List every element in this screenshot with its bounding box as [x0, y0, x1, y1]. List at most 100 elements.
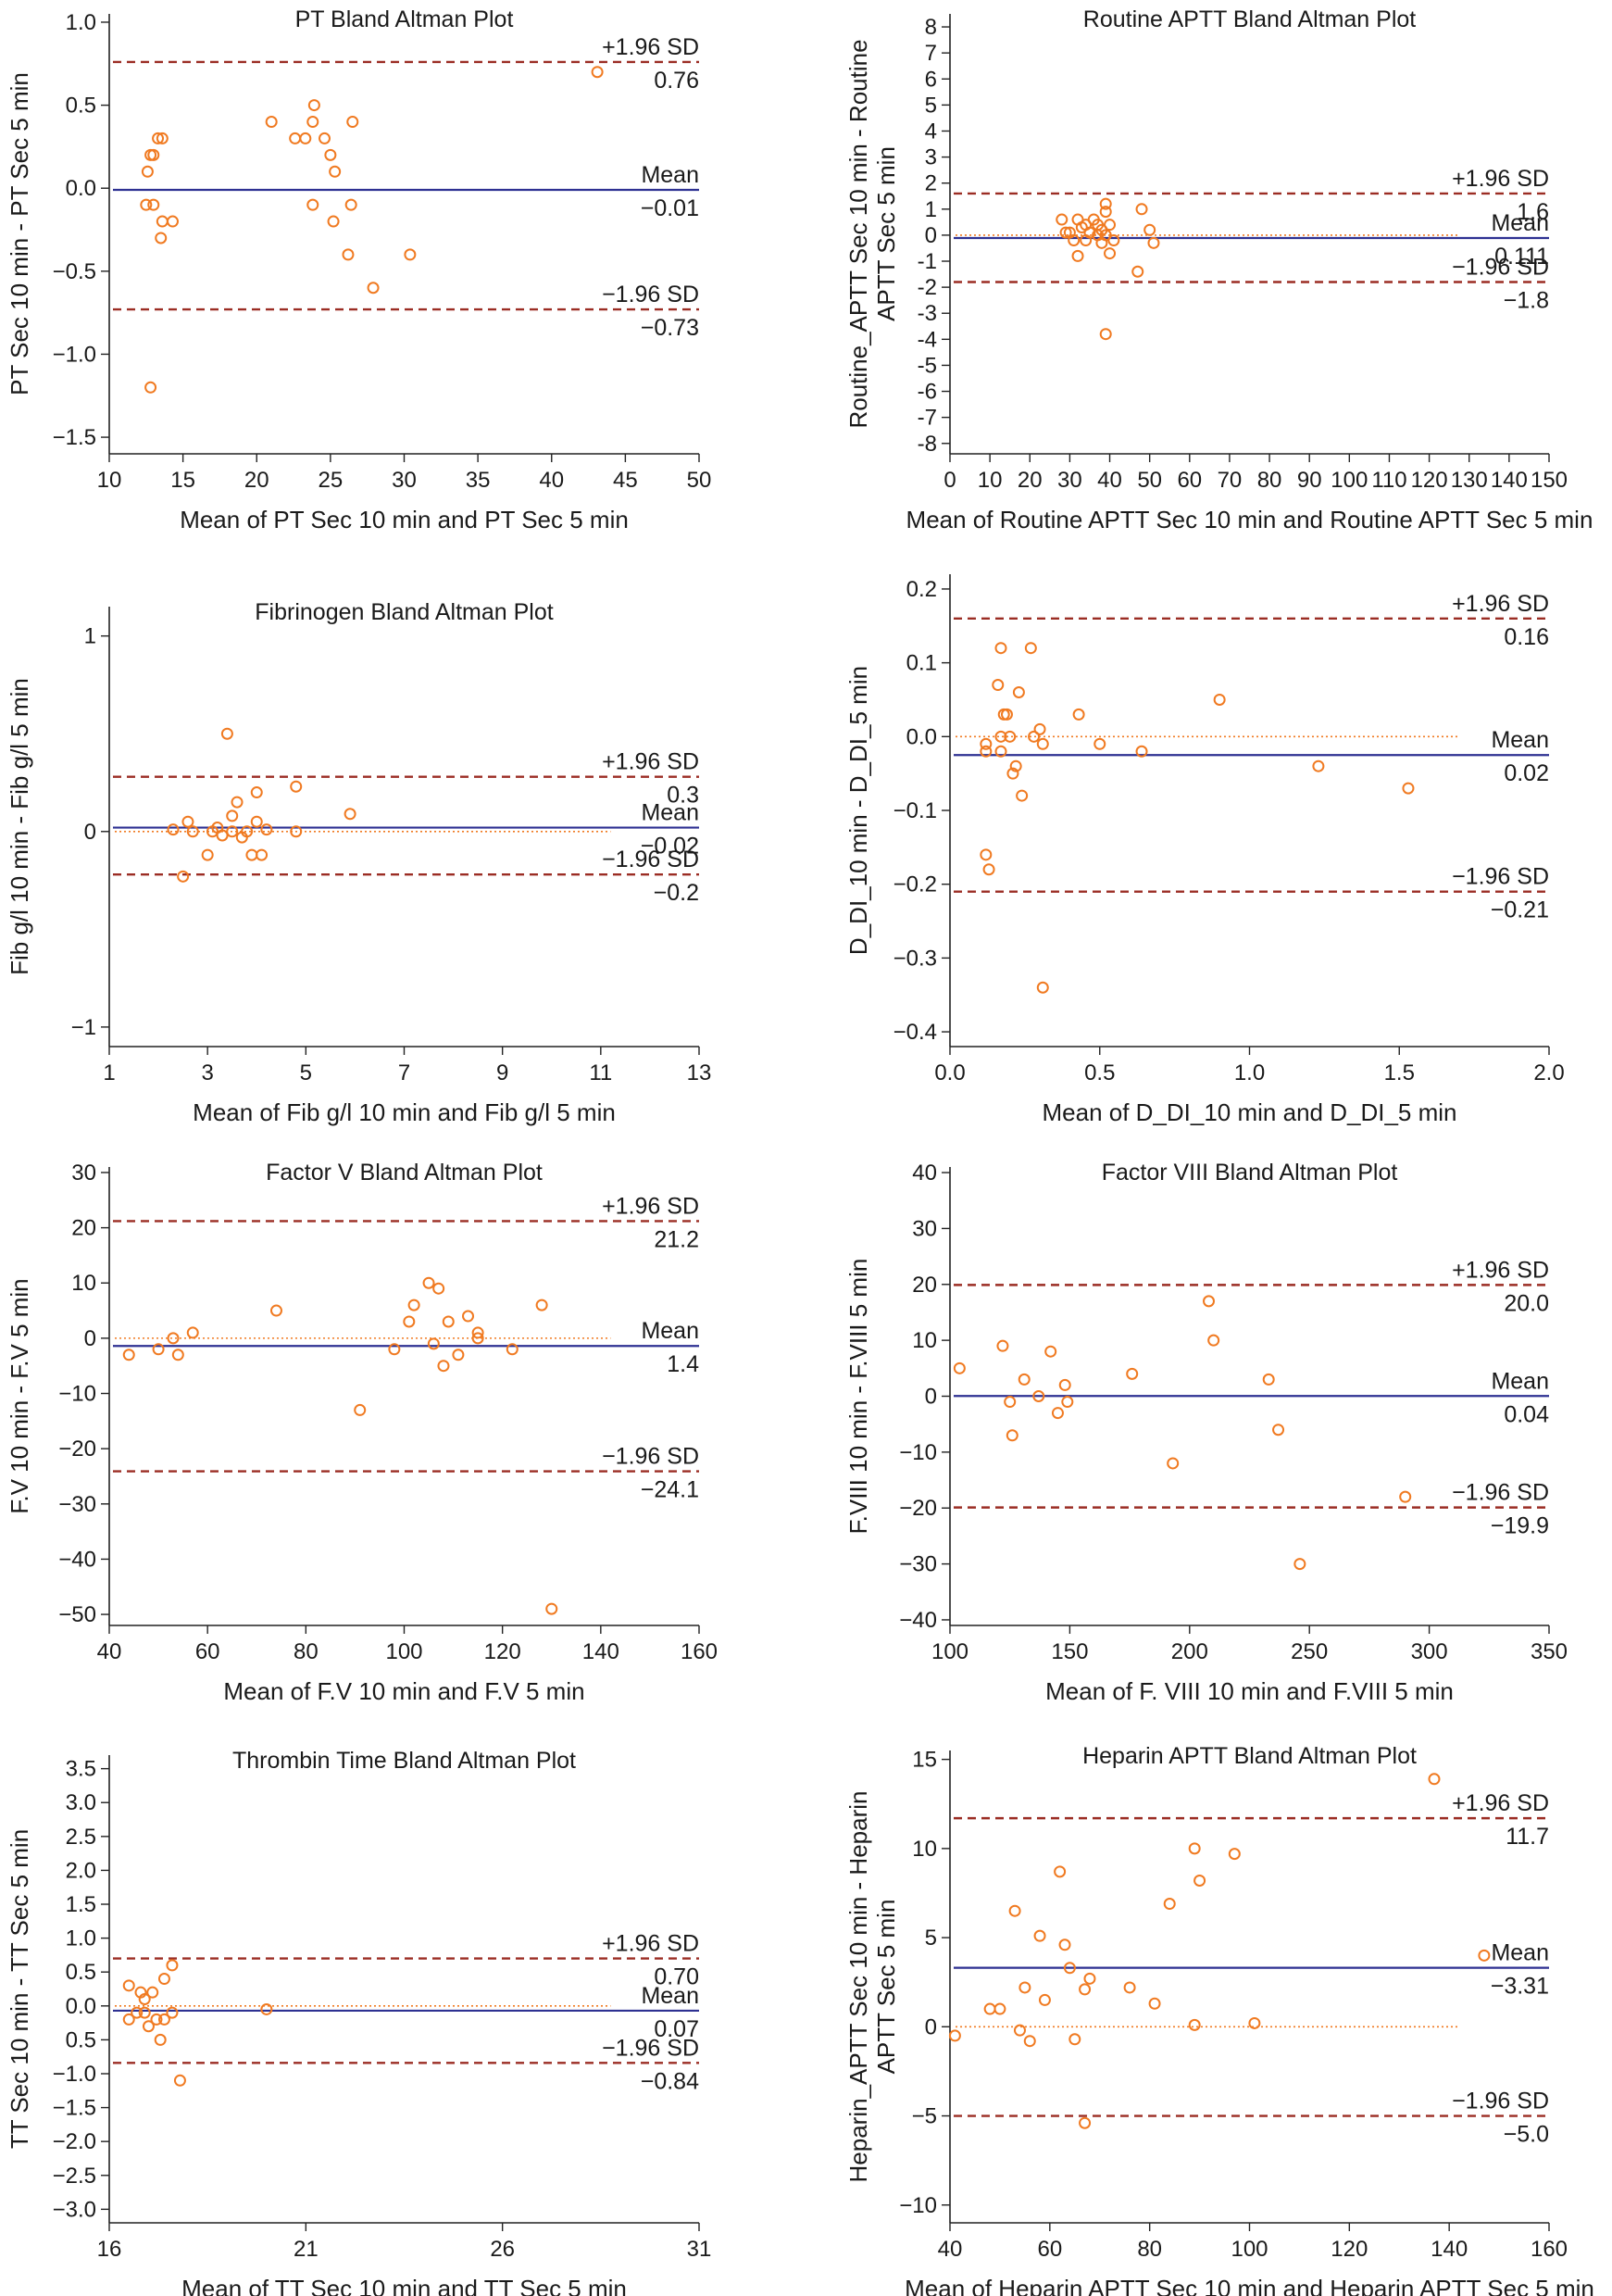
data-point — [1079, 1983, 1092, 1996]
chart-panel-1: 10 15 20 25 30 35 40 45 50 −1.5 −1.0 −0.5 0.0 0.5 1.0 P… — [6, 6, 711, 533]
data-point — [422, 1276, 435, 1289]
y-tick-label: 1.0 — [66, 1926, 96, 1951]
data-point — [1228, 1848, 1241, 1861]
lower-limit-label: −1.96 SD — [1452, 1480, 1549, 1506]
chart-title: Routine APTT Bland Altman Plot — [1083, 6, 1417, 32]
lower-limit-label: −1.96 SD — [1452, 2089, 1549, 2114]
x-tick-label: 40 — [938, 2237, 963, 2262]
y-tick-label: −50 — [58, 1602, 96, 1627]
x-tick-label: 60 — [195, 1639, 220, 1664]
chart-panel-7: 16 21 26 31 −3.0 −2.5 −2.0 −1.5 −1.0 0.5 0.0 0.5 1.0… — [6, 1748, 711, 2296]
data-point — [342, 248, 355, 261]
y-tick-label: 30 — [912, 1216, 937, 1241]
x-tick-label: 120 — [484, 1639, 521, 1664]
data-point — [299, 132, 312, 144]
y-tick-label: −0.5 — [53, 259, 96, 284]
upper-limit-label: +1.96 SD — [602, 34, 699, 60]
y-tick-label: −2.0 — [53, 2129, 96, 2154]
y-tick-label: 0 — [84, 1326, 96, 1351]
x-tick-label: 80 — [294, 1639, 319, 1664]
x-tick-label: 130 — [1451, 468, 1488, 493]
x-tick-label: 80 — [1257, 468, 1282, 493]
data-point — [156, 215, 169, 228]
upper-limit-value: 0.70 — [654, 1964, 699, 1990]
data-point — [1000, 708, 1013, 721]
data-point — [260, 2002, 273, 2015]
data-point — [1024, 642, 1037, 655]
data-point — [329, 165, 342, 178]
y-tick-label: 0.5 — [66, 1960, 96, 1985]
data-point — [140, 198, 153, 211]
data-point — [122, 2013, 135, 2026]
data-point — [346, 116, 359, 129]
chart-title: Factor VIII Bland Altman Plot — [1102, 1160, 1398, 1186]
y-tick-label: −1.0 — [53, 342, 96, 367]
data-point — [226, 809, 239, 822]
x-tick-label: 16 — [97, 2237, 122, 2262]
mean-label: Mean — [1491, 727, 1549, 753]
y-tick-label: −30 — [899, 1552, 937, 1577]
data-point — [1399, 1490, 1412, 1503]
data-point — [147, 198, 160, 211]
x-tick-label: 21 — [294, 2237, 319, 2262]
y-axis-label: PT Sec 10 min - PT Sec 5 min — [6, 72, 33, 395]
data-point — [290, 780, 303, 793]
y-tick-label: −0.4 — [893, 1020, 937, 1045]
data-point — [186, 1326, 199, 1339]
x-tick-label: 140 — [582, 1639, 619, 1664]
upper-limit-label: +1.96 SD — [602, 749, 699, 775]
x-tick-label: 40 — [1097, 468, 1122, 493]
data-point — [307, 99, 320, 112]
data-point — [1013, 2024, 1026, 2037]
data-point — [1135, 745, 1148, 758]
lower-limit-value: −19.9 — [1491, 1513, 1549, 1539]
y-tick-label: -4 — [918, 327, 937, 352]
chart-title: Thrombin Time Bland Altman Plot — [232, 1748, 576, 1774]
y-tick-label: 30 — [71, 1161, 96, 1186]
y-tick-label: 1 — [84, 624, 96, 649]
data-point — [1131, 265, 1144, 278]
upper-limit-label: +1.96 SD — [602, 1193, 699, 1219]
y-axis-label: Fib g/l 10 min - Fib g/l 5 min — [6, 678, 33, 975]
y-axis-label: F.V 10 min - F.V 5 min — [6, 1278, 33, 1513]
y-tick-label: −30 — [58, 1492, 96, 1517]
mean-label: Mean — [1491, 1940, 1549, 1966]
data-point — [150, 2013, 163, 2026]
y-tick-label: 0.0 — [66, 1994, 96, 2019]
data-point — [250, 786, 263, 799]
data-point — [167, 1332, 180, 1345]
y-tick-label: -1 — [918, 249, 937, 274]
x-tick-label: 100 — [931, 1639, 968, 1664]
mean-label: Mean — [641, 1318, 699, 1344]
y-tick-label: −20 — [899, 1496, 937, 1521]
x-tick-label: 90 — [1297, 468, 1322, 493]
y-tick-label: 10 — [71, 1271, 96, 1296]
lower-limit-value: −0.73 — [641, 315, 699, 341]
mean-value: 0.07 — [654, 2016, 699, 2042]
mean-label: Mean — [641, 1983, 699, 2009]
x-tick-label: 150 — [1531, 468, 1568, 493]
x-tick-label: 200 — [1171, 1639, 1208, 1664]
chart-panel-5: 40 60 80 100 120 140 160 −50 −40 −30 −20 −10 0 10 20 30… — [6, 1160, 718, 1705]
chart-panel-4: 0.0 0.5 1.0 1.5 2.0 −0.4 −0.3 −0.2 −0.1 0.0 0.1 0.2… — [844, 574, 1565, 1126]
data-point — [1099, 328, 1112, 341]
x-tick-label: 25 — [319, 468, 344, 493]
data-point — [231, 796, 244, 809]
data-point — [141, 165, 154, 178]
data-point — [983, 2002, 996, 2015]
data-point — [1099, 206, 1112, 219]
data-point — [289, 132, 302, 144]
data-point — [953, 1361, 966, 1374]
data-point — [437, 1360, 450, 1373]
x-axis-label: Mean of Heparin APTT Sec 10 min and Hepa… — [905, 2275, 1594, 2296]
data-point — [226, 825, 239, 838]
data-point — [994, 730, 1007, 743]
x-axis-label: Mean of D_DI_10 min and D_DI_5 min — [1042, 1098, 1456, 1126]
chart-title: Factor V Bland Altman Plot — [266, 1160, 543, 1186]
data-point — [367, 282, 380, 295]
lower-limit-label: −1.96 SD — [602, 282, 699, 307]
y-tick-label: -2 — [918, 275, 937, 300]
data-point — [1126, 1367, 1139, 1380]
y-tick-label: 3.0 — [66, 1790, 96, 1815]
x-axis-label: Mean of TT Sec 10 min and TT Sec 5 min — [181, 2275, 627, 2296]
